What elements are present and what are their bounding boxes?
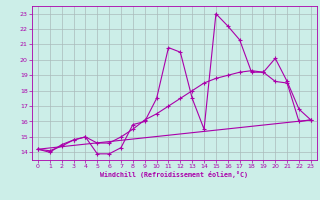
- X-axis label: Windchill (Refroidissement éolien,°C): Windchill (Refroidissement éolien,°C): [100, 171, 248, 178]
